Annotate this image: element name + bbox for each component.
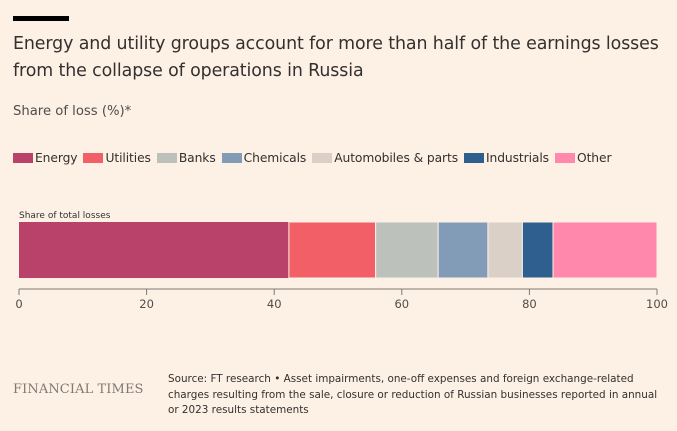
source-note: Source: FT research • Asset impairments,…	[168, 373, 658, 416]
legend-swatch	[554, 153, 575, 163]
legend-item-utilities: Utilities	[83, 151, 151, 165]
legend: Energy Utilities Banks Chemicals Automob…	[13, 151, 617, 165]
bar-segments	[19, 221, 658, 279]
x-tick-label: 100	[646, 297, 668, 311]
chart-title: Energy and utility groups account for mo…	[13, 34, 659, 81]
legend-swatch	[312, 153, 333, 163]
bar-segment-automobiles-parts	[487, 221, 523, 279]
bar-segment-energy	[19, 222, 289, 278]
legend-item-banks: Banks	[156, 151, 216, 165]
legend-swatch	[221, 153, 242, 163]
legend-label: Industrials	[486, 151, 549, 165]
legend-label: Other	[576, 151, 612, 165]
top-accent-bar	[13, 16, 69, 21]
legend-label: Banks	[178, 151, 216, 165]
legend-swatch	[156, 153, 177, 163]
legend-swatch	[83, 153, 104, 163]
legend-item-chemicals: Chemicals	[221, 151, 307, 165]
bar-segment-other	[552, 221, 658, 279]
stacked-bar-chart: Share of total losses 0 20 40 60 80 100	[15, 211, 668, 311]
x-tick-label: 0	[15, 297, 22, 311]
x-axis-ticks: 0 20 40 60 80 100	[15, 289, 668, 311]
x-tick-label: 40	[267, 297, 282, 311]
ft-logo: FINANCIAL TIMES	[13, 382, 144, 397]
x-tick-label: 80	[522, 297, 537, 311]
bar-segment-chemicals	[437, 221, 489, 279]
legend-item-automobiles: Automobiles & parts	[312, 151, 458, 165]
legend-label: Utilities	[105, 151, 151, 165]
bar-segment-banks	[375, 221, 439, 279]
bar-segment-utilities	[288, 221, 377, 279]
legend-item-other: Other	[554, 151, 612, 165]
legend-label: Automobiles & parts	[334, 151, 458, 165]
legend-item-energy: Energy	[13, 151, 78, 165]
legend-label: Energy	[35, 151, 78, 165]
x-tick-label: 20	[139, 297, 154, 311]
chart-subtitle: Share of loss (%)*	[13, 104, 132, 119]
legend-swatch	[13, 153, 33, 163]
x-tick-label: 60	[394, 297, 409, 311]
legend-swatch	[464, 153, 484, 163]
bar-segment-industrials	[521, 221, 554, 279]
legend-label: Chemicals	[243, 151, 307, 165]
category-label: Share of total losses	[19, 211, 111, 221]
legend-item-industrials: Industrials	[464, 151, 549, 165]
